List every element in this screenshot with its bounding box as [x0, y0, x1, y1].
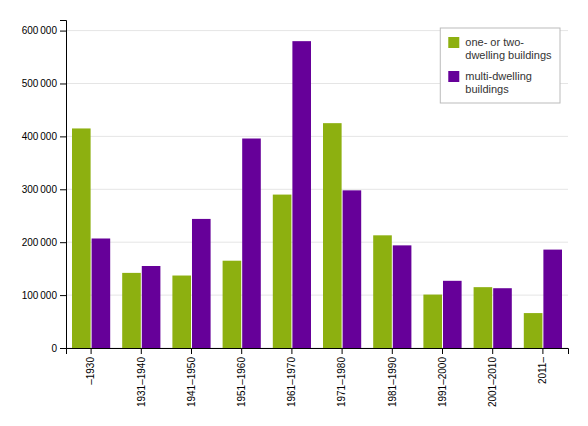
bar	[373, 235, 392, 348]
x-tick: 1981–1990	[387, 348, 398, 407]
x-tick: 1971–1980	[336, 348, 347, 407]
y-tick-mark	[60, 348, 66, 349]
bar	[323, 123, 342, 348]
x-tick: 1941–1950	[186, 348, 197, 407]
bar	[122, 273, 141, 348]
x-tick-mark	[241, 348, 242, 354]
x-tick-label: 2011–	[537, 357, 548, 385]
y-tick-mark	[60, 242, 66, 243]
legend: one- or two- dwelling buildings multi-dwe…	[440, 28, 560, 103]
y-tick: 600 000	[22, 25, 66, 36]
x-tick-label: 1971–1980	[336, 357, 347, 407]
y-axis-line	[60, 21, 67, 349]
bar	[72, 128, 91, 348]
x-tick-label: 1931–1940	[136, 357, 147, 407]
x-axis-line	[67, 349, 569, 355]
x-tick-mark	[91, 348, 92, 354]
x-tick-mark	[342, 348, 343, 354]
x-tick-label: 1961–1970	[286, 357, 297, 407]
legend-swatch	[448, 37, 459, 48]
bar	[92, 238, 111, 348]
legend-label-line: dwelling buildings	[465, 49, 552, 61]
legend-box	[440, 28, 560, 103]
legend-label-line: one- or two-	[465, 36, 524, 48]
grid-line	[66, 242, 568, 243]
grid-line	[66, 295, 568, 296]
y-tick: 200 000	[22, 237, 66, 248]
x-tick: 2001–2010	[487, 348, 498, 407]
bar	[292, 41, 311, 348]
chart: 0 100 000 200 000 300 000 400 000 500 000 600 …	[0, 0, 588, 426]
x-tick-label: 1981–1990	[387, 357, 398, 407]
bar	[343, 190, 362, 348]
y-tick-label: 600 000	[22, 25, 58, 36]
bar	[474, 287, 493, 348]
y-tick-label: 100 000	[22, 290, 58, 301]
x-axis: –1930 1931–1940 1941–1950 1951–1960 1961–197…	[67, 348, 569, 407]
x-tick: 1931–1940	[136, 348, 147, 407]
y-axis: 0 100 000 200 000 300 000 400 000 500 000 600 …	[22, 21, 67, 354]
legend-item: one- or two- dwelling buildings	[448, 36, 552, 61]
legend-label-line: buildings	[465, 83, 509, 95]
x-tick: –1930	[85, 348, 96, 385]
y-tick: 100 000	[22, 290, 66, 301]
y-tick-label: 200 000	[22, 237, 58, 248]
legend-label-line: multi-dwelling	[465, 70, 532, 82]
grid	[66, 31, 568, 348]
y-tick-mark	[60, 295, 66, 296]
grid-line	[66, 136, 568, 137]
x-tick-label: 2001–2010	[487, 357, 498, 407]
y-tick-mark	[60, 31, 66, 32]
y-tick: 0	[51, 343, 66, 354]
x-tick-mark	[442, 348, 443, 354]
x-tick-mark	[191, 348, 192, 354]
x-tick-label: –1930	[85, 357, 96, 385]
y-tick-mark	[60, 83, 66, 84]
x-tick-mark	[392, 348, 393, 354]
y-tick-mark	[60, 189, 66, 190]
y-tick: 400 000	[22, 131, 66, 142]
bar	[273, 195, 292, 348]
legend-label: multi-dwelling buildings	[465, 70, 535, 95]
y-tick-label: 0	[51, 343, 57, 354]
y-tick-label: 300 000	[22, 184, 58, 195]
bar	[142, 266, 161, 348]
y-tick-label: 500 000	[22, 78, 58, 89]
y-tick-label: 400 000	[22, 131, 58, 142]
bar	[443, 281, 462, 348]
bar	[524, 313, 543, 348]
bar	[172, 276, 191, 348]
bar	[393, 245, 412, 348]
y-tick-mark	[60, 136, 66, 137]
x-tick: 2011–	[537, 348, 548, 384]
x-tick-mark	[492, 348, 493, 354]
x-tick-label: 1941–1950	[186, 357, 197, 407]
bar-series	[92, 41, 562, 348]
bar	[242, 139, 261, 348]
x-tick-mark	[542, 348, 543, 354]
bar	[423, 295, 442, 348]
x-tick: 1951–1960	[236, 348, 247, 407]
legend-swatch	[448, 71, 459, 82]
y-tick: 300 000	[22, 184, 66, 195]
x-tick-label: 1951–1960	[236, 357, 247, 407]
x-tick: 1991–2000	[437, 348, 448, 407]
legend-item: multi-dwelling buildings	[448, 70, 535, 95]
x-tick: 1961–1970	[286, 348, 297, 407]
legend-label: one- or two- dwelling buildings	[465, 36, 552, 61]
bar	[543, 250, 562, 348]
grid-line	[66, 189, 568, 190]
bar	[192, 219, 211, 348]
x-tick-label: 1991–2000	[437, 357, 448, 407]
plot: 0 100 000 200 000 300 000 400 000 500 000 600 …	[22, 21, 569, 408]
x-tick-mark	[291, 348, 292, 354]
bar	[223, 261, 242, 348]
bar	[493, 288, 512, 348]
y-tick: 500 000	[22, 78, 66, 89]
x-tick-mark	[141, 348, 142, 354]
bars	[72, 41, 562, 348]
